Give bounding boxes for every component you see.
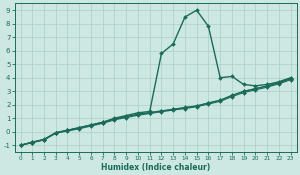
X-axis label: Humidex (Indice chaleur): Humidex (Indice chaleur) xyxy=(101,163,210,172)
